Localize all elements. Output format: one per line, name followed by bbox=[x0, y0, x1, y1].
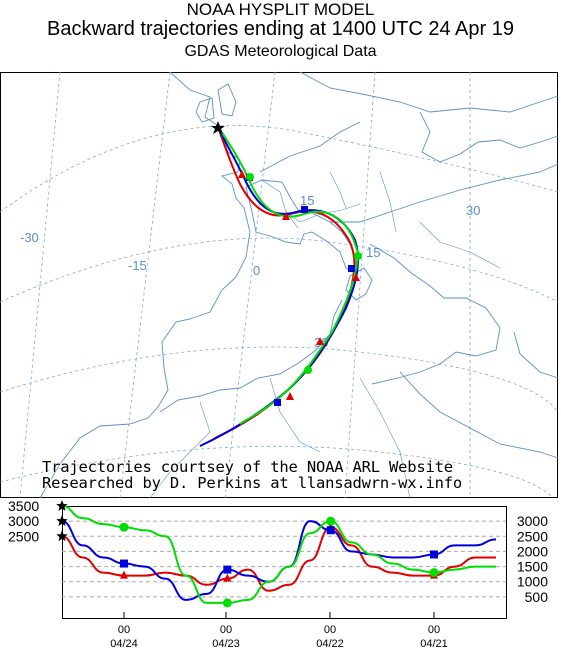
source-location-star bbox=[211, 121, 225, 134]
height-series-line bbox=[61, 526, 496, 592]
right-tick-label: 500 bbox=[525, 589, 549, 605]
map-graticule bbox=[0, 72, 559, 498]
height-series-marker bbox=[429, 568, 439, 578]
blue-marker bbox=[348, 265, 355, 272]
time-date-label: 04/24 bbox=[110, 638, 138, 650]
time-date-label: 04/21 bbox=[420, 638, 448, 650]
time-hour-label: 00 bbox=[220, 624, 232, 636]
time-hour-label: 00 bbox=[118, 624, 130, 636]
green-marker bbox=[354, 252, 362, 260]
time-hour-label: 00 bbox=[428, 624, 440, 636]
time-date-label: 04/22 bbox=[316, 638, 344, 650]
time-axis: 00 04/24 00 04/23 00 04/22 00 04/21 bbox=[110, 612, 448, 650]
credit-line-2: Researched by D. Perkins at llansadwrn-w… bbox=[42, 474, 463, 492]
height-series-marker bbox=[223, 573, 232, 582]
grid-label: 15 bbox=[300, 193, 314, 208]
grid-label: -30 bbox=[20, 230, 39, 245]
red-marker bbox=[352, 273, 360, 281]
start-star bbox=[56, 500, 68, 511]
height-series-marker bbox=[326, 516, 336, 526]
grid-label: 15 bbox=[366, 245, 380, 260]
right-tick-label: 2500 bbox=[517, 528, 548, 544]
data-source-title: GDAS Meteorological Data bbox=[184, 43, 377, 60]
start-star bbox=[56, 530, 68, 542]
height-series-line bbox=[61, 505, 496, 604]
green-marker bbox=[246, 173, 254, 181]
grid-label: 30 bbox=[466, 203, 480, 218]
height-series-marker bbox=[223, 565, 232, 574]
height-series-marker bbox=[430, 550, 438, 559]
height-series-marker bbox=[120, 570, 128, 579]
model-title: NOAA HYSPLIT MODEL bbox=[186, 0, 375, 19]
red-marker bbox=[238, 170, 246, 178]
height-series-marker bbox=[222, 598, 232, 608]
right-tick-label: 3000 bbox=[517, 513, 548, 529]
red-marker bbox=[282, 212, 290, 220]
grid-label: -15 bbox=[128, 258, 147, 273]
left-tick-label: 3500 bbox=[8, 498, 39, 514]
blue-marker bbox=[274, 399, 281, 406]
blue-marker bbox=[301, 206, 308, 213]
left-tick-label: 2500 bbox=[8, 528, 39, 544]
start-stars bbox=[56, 500, 68, 542]
right-tick-label: 1000 bbox=[517, 574, 548, 590]
right-tick-label: 1500 bbox=[517, 559, 548, 575]
left-tick-label: 3000 bbox=[8, 513, 39, 529]
trajectory-map: -30 -15 0 15 30 15 30 bbox=[0, 72, 559, 498]
right-tick-label: 2000 bbox=[517, 543, 548, 559]
height-series-marker bbox=[326, 526, 335, 535]
height-series bbox=[61, 505, 497, 608]
country-borders bbox=[149, 171, 501, 498]
height-gridlines bbox=[62, 520, 506, 598]
height-series-marker bbox=[119, 522, 129, 532]
green-marker bbox=[304, 366, 312, 374]
trajectory-title: Backward trajectories ending at 1400 UTC… bbox=[47, 18, 514, 40]
trajectory-markers bbox=[238, 170, 362, 406]
red-marker bbox=[316, 337, 324, 345]
red-marker bbox=[286, 392, 294, 400]
time-date-label: 04/23 bbox=[212, 638, 240, 650]
time-hour-label: 00 bbox=[324, 624, 336, 636]
grid-label: 0 bbox=[253, 263, 260, 278]
credit-line-1: Trajectories courtsey of the NOAA ARL We… bbox=[42, 458, 453, 476]
start-star bbox=[56, 515, 68, 526]
coastlines bbox=[39, 72, 559, 498]
height-series-marker bbox=[120, 559, 128, 568]
